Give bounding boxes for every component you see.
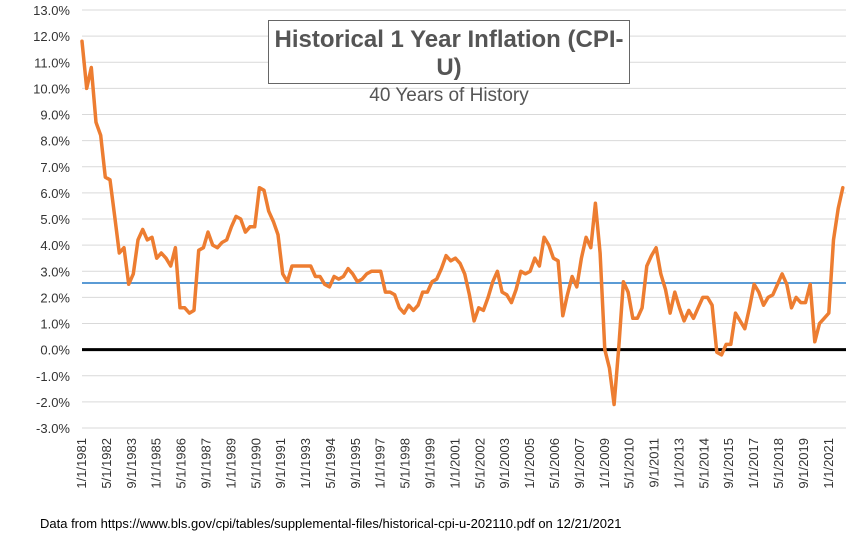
x-tick-label: 5/1/2018 [771, 438, 786, 489]
x-tick-label: 1/1/2005 [522, 438, 537, 489]
x-tick-label: 5/1/1998 [398, 438, 413, 489]
x-tick-label: 1/1/1981 [74, 438, 89, 489]
x-tick-label: 5/1/1982 [99, 438, 114, 489]
chart-title-box: Historical 1 Year Inflation (CPI-U) 40 Y… [268, 20, 630, 106]
y-tick-label: 12.0% [33, 29, 70, 44]
y-tick-label: 11.0% [34, 55, 70, 70]
y-axis-tick-labels: -3.0% -2.0% -1.0% 0.0% 1.0% 2.0% 3.0% 4.0% 5.0% 6… [33, 3, 70, 436]
x-tick-label: 9/1/1995 [348, 438, 363, 489]
x-tick-label: 1/1/2017 [746, 438, 761, 489]
x-tick-label: 9/1/2019 [796, 438, 811, 489]
x-tick-label: 9/1/2007 [572, 438, 587, 489]
y-tick-label: -2.0% [36, 395, 70, 410]
x-tick-label: 9/1/1983 [124, 438, 139, 489]
x-tick-label: 5/1/1990 [248, 438, 263, 489]
y-tick-label: 9.0% [40, 108, 70, 123]
y-tick-label: -3.0% [36, 421, 70, 436]
x-tick-label: 5/1/1994 [323, 438, 338, 489]
y-tick-label: 4.0% [40, 238, 70, 253]
x-tick-label: 1/1/2001 [447, 438, 462, 489]
x-tick-label: 1/1/2013 [671, 438, 686, 489]
x-tick-label: 9/1/1999 [423, 438, 438, 489]
inflation-line [80, 39, 845, 407]
x-tick-label: 1/1/2021 [821, 438, 836, 489]
x-tick-label: 5/1/2014 [696, 438, 711, 489]
y-tick-label: 10.0% [33, 81, 70, 96]
x-tick-label: 9/1/1991 [273, 438, 288, 489]
x-tick-label: 5/1/2010 [622, 438, 637, 489]
y-tick-label: 7.0% [40, 160, 70, 175]
y-tick-label: -1.0% [36, 369, 70, 384]
y-tick-label: 13.0% [33, 3, 70, 18]
x-tick-label: 5/1/2002 [472, 438, 487, 489]
inflation-series [80, 39, 845, 407]
x-tick-label: 9/1/2015 [721, 438, 736, 489]
y-tick-label: 3.0% [40, 264, 70, 279]
y-tick-label: 5.0% [40, 212, 70, 227]
x-axis-tick-labels: 1/1/1981 5/1/1982 9/1/1983 1/1/1985 5/1/1986… [74, 438, 836, 489]
y-tick-label: 2.0% [40, 290, 70, 305]
chart-title: Historical 1 Year Inflation (CPI-U) [274, 26, 624, 81]
x-tick-label: 1/1/1997 [373, 438, 388, 489]
x-tick-label: 1/1/1989 [223, 438, 238, 489]
y-tick-label: 8.0% [40, 134, 70, 149]
x-tick-label: 9/1/2003 [497, 438, 512, 489]
gridlines [82, 9, 846, 429]
x-tick-label: 5/1/2006 [547, 438, 562, 489]
x-tick-label: 1/1/2009 [597, 438, 612, 489]
x-tick-label: 1/1/1993 [298, 438, 313, 489]
x-tick-label: 9/1/1987 [198, 438, 213, 489]
chart-subtitle: 40 Years of History [369, 85, 529, 106]
reference-lines [82, 282, 846, 352]
y-tick-label: 0.0% [40, 343, 70, 358]
y-tick-label: 1.0% [40, 317, 70, 332]
x-tick-label: 1/1/1985 [149, 438, 164, 489]
data-source-note: Data from https://www.bls.gov/cpi/tables… [40, 516, 622, 531]
x-tick-label: 9/1/2011 [647, 438, 662, 488]
y-tick-label: 6.0% [40, 186, 70, 201]
x-tick-label: 5/1/1986 [174, 438, 189, 489]
